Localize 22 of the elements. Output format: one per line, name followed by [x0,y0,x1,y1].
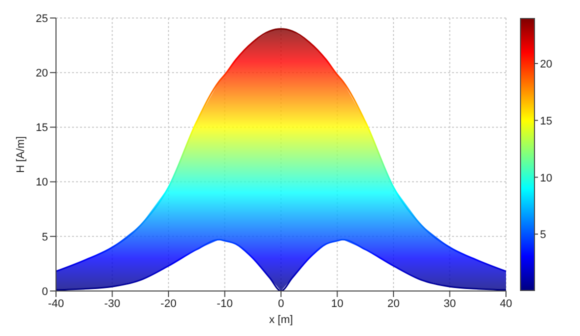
color-bar-label: 5 [540,229,546,242]
y-tick-label: 10 [36,176,48,189]
y-tick-label: 5 [42,231,48,244]
color-bar-label: 10 [540,172,552,184]
y-tick-label: 20 [36,68,48,80]
x-tick-label: 10 [331,298,344,310]
x-tick-label: 30 [444,298,456,310]
x-tick-label: -20 [160,298,176,310]
y-axis-title: H [A/m] [14,136,27,173]
color-scale: 5 10 15 20 [520,18,568,292]
x-tick-label: -30 [104,298,120,310]
x-tick-label: 40 [500,298,512,310]
y-tick-label: 15 [36,122,48,134]
x-tick-label: 20 [387,298,400,310]
y-tick-label: 0 [42,286,48,298]
color-bar-label: 20 [540,58,552,70]
x-tick-label: -10 [216,298,233,310]
x-axis-title: x [m] [269,314,293,326]
x-tick-label: -40 [48,298,64,310]
y-tick-label: 25 [36,12,48,25]
x-tick-label: 0 [278,298,284,310]
color-bar-label: 15 [540,115,552,128]
